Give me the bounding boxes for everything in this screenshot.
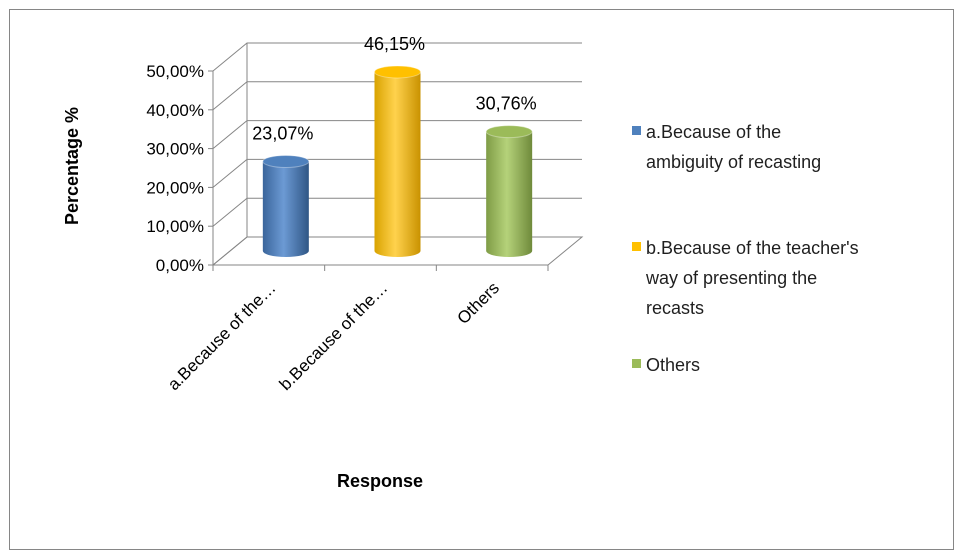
x-tick-label: a.Because of the… xyxy=(164,278,280,394)
legend-label-line: b.Because of the teacher's xyxy=(646,238,859,258)
y-tick-label: 20,00% xyxy=(146,178,204,197)
x-axis-title: Response xyxy=(337,471,423,491)
y-tick-label: 50,00% xyxy=(146,62,204,81)
legend-swatch xyxy=(632,126,641,135)
axes xyxy=(208,43,584,271)
legend-swatch xyxy=(632,242,641,251)
x-tick-label: b.Because of the… xyxy=(276,278,392,394)
legend-label-line: a.Because of the xyxy=(646,122,782,142)
legend-item: a.Because of the ambiguity of recasting xyxy=(632,119,946,175)
legend-label: Others xyxy=(646,352,946,378)
chart-frame xyxy=(9,9,954,550)
y-tick-label: 0,00% xyxy=(156,256,204,275)
bar xyxy=(485,125,533,258)
legend-label-line: recasts xyxy=(646,298,705,318)
legend-label: a.Because of the ambiguity of recasting xyxy=(646,119,946,175)
bars xyxy=(262,65,533,258)
legend-label-line: Others xyxy=(646,355,701,375)
legend-item: Others xyxy=(632,352,946,378)
legend-label-line: ambiguity of recasting xyxy=(646,152,822,172)
data-label: 46,15% xyxy=(364,34,425,54)
data-label: 23,07% xyxy=(252,123,313,143)
legend-swatch xyxy=(632,359,641,368)
legend-item: b.Because of the teacher's way of present… xyxy=(632,235,946,321)
bar xyxy=(262,154,310,257)
y-tick-label: 30,00% xyxy=(146,140,204,159)
legend-label: b.Because of the teacher's way of present… xyxy=(646,235,946,321)
labels: 0,00% 10,00% 20,00% 30,00% 40,00% 50,00% 23,07… xyxy=(146,34,536,394)
legend-label-line: way of presenting the xyxy=(646,268,818,288)
data-label: 30,76% xyxy=(476,94,537,114)
y-tick-label: 40,00% xyxy=(146,101,204,120)
bar xyxy=(374,65,421,257)
y-axis-title: Percentage % xyxy=(62,107,82,225)
x-tick-label: Others xyxy=(453,278,503,328)
y-tick-label: 10,00% xyxy=(146,217,204,236)
